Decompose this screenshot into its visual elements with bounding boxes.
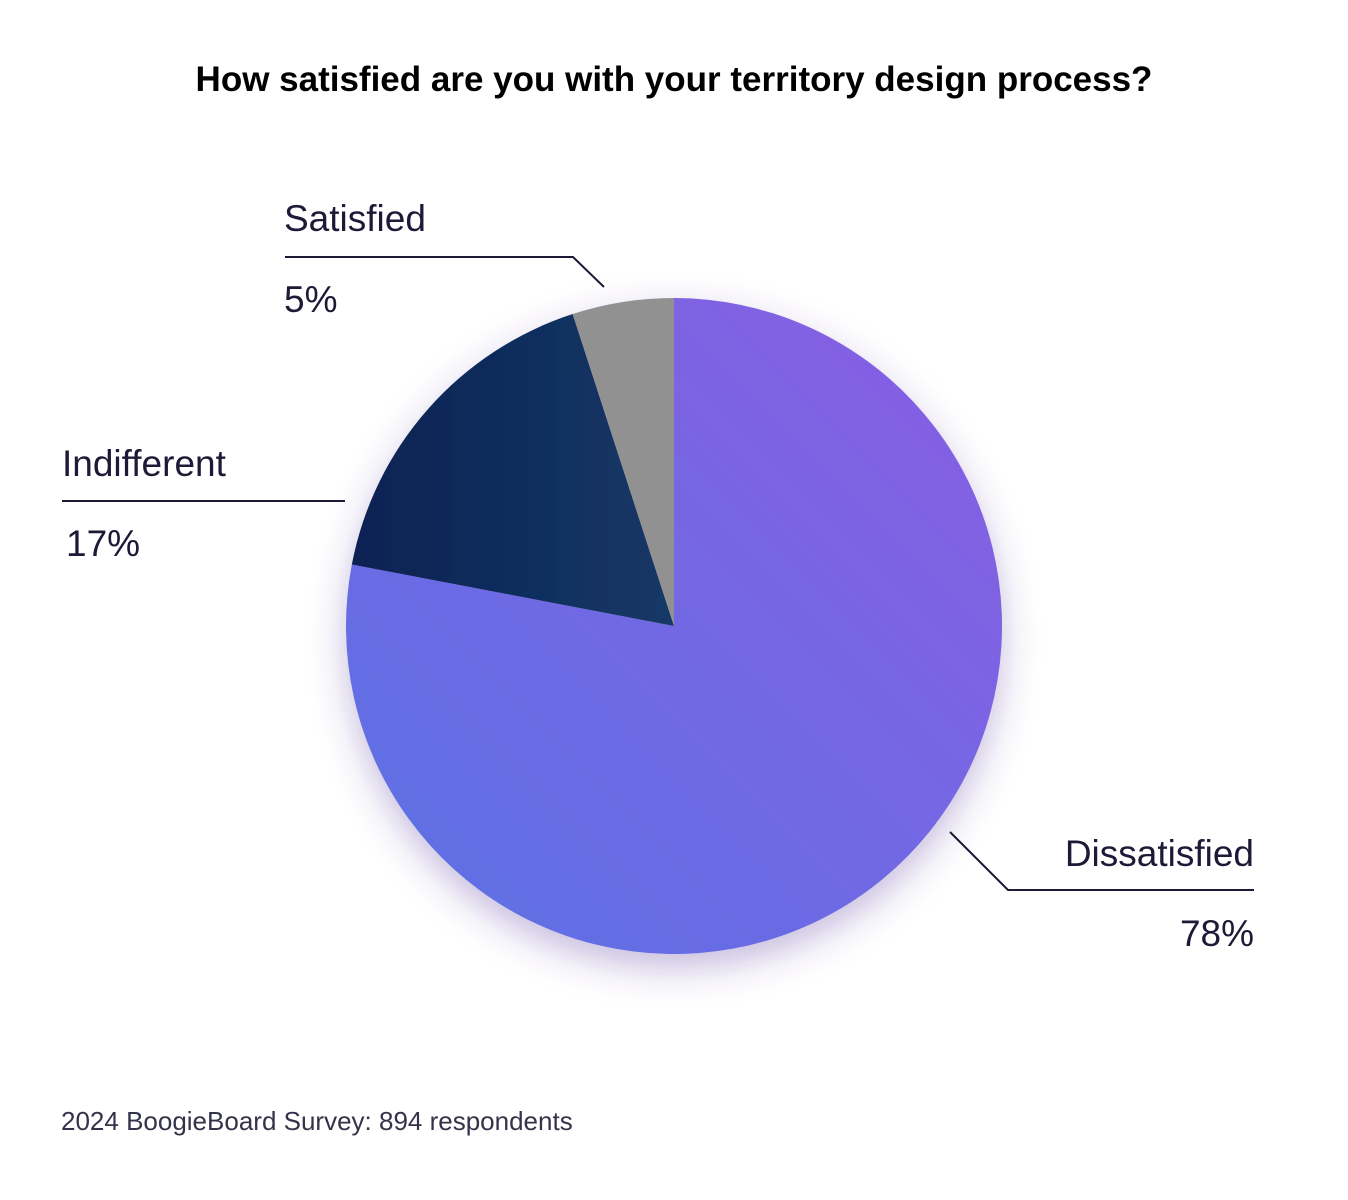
pie-slice-indifferent: [351, 314, 674, 626]
footer-note: 2024 BoogieBoard Survey: 894 respondents: [61, 1106, 573, 1136]
value-label-indifferent: 17%: [66, 523, 140, 564]
slice-label-indifferent: Indifferent: [62, 443, 227, 484]
value-label-dissatisfied: 78%: [1180, 913, 1254, 954]
leader-line-satisfied: [285, 256, 605, 288]
value-label-satisfied: 5%: [284, 279, 337, 320]
chart-title: How satisfied are you with your territor…: [195, 60, 1153, 99]
leader-line-dissatisfied: [949, 831, 1254, 891]
slice-label-satisfied: Satisfied: [284, 198, 426, 239]
pie-slice-satisfied: [572, 298, 674, 626]
slice-label-dissatisfied: Dissatisfied: [1065, 833, 1254, 874]
pie-slice-dissatisfied: [345, 298, 1002, 955]
